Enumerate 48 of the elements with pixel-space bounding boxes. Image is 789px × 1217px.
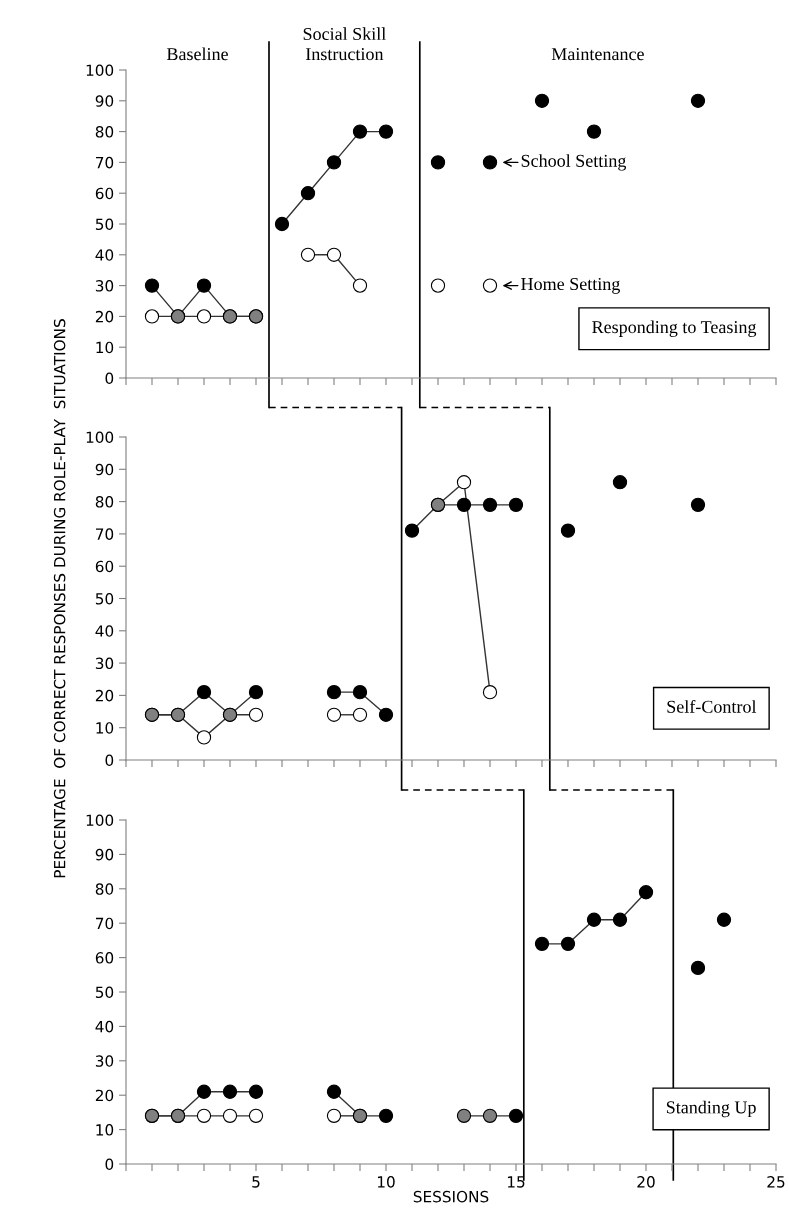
y-tick-label: 90	[95, 463, 114, 476]
text: Standing Up	[666, 1100, 756, 1118]
y-tick-label: 50	[95, 986, 114, 999]
x-tick-label: 15	[507, 1176, 525, 1188]
y-tick-label: 90	[95, 95, 114, 107]
y-tick-label: 40	[95, 249, 114, 261]
y-tick-label: 70	[96, 917, 114, 930]
y-tick-label: 100	[86, 431, 114, 444]
y-tick-label: 40	[95, 1020, 114, 1033]
y-tick-label: 60	[95, 952, 114, 964]
y-tick-label: 80	[95, 883, 114, 895]
y-tick-label: 20	[95, 689, 114, 702]
y-tick-label: 80	[95, 496, 114, 508]
text: Social Skill Instruction	[303, 27, 386, 61]
y-tick-label: 40	[95, 625, 114, 637]
y-tick-label: 90	[95, 848, 114, 861]
annotation: Home Setting	[521, 277, 621, 294]
y-tick-label: 30	[95, 657, 114, 670]
y-tick-label: 30	[95, 1055, 114, 1067]
y-tick-label: 0	[105, 372, 114, 385]
y-tick-label: 0	[105, 1158, 114, 1171]
annotation: School Setting	[521, 154, 627, 171]
y-axis-title: PERCENTAGE OF CORRECT RESPONSES DURING ROLE-PLAY SITUATIONS	[53, 319, 66, 878]
y-tick-label: 70	[96, 528, 114, 540]
text: Self-Control	[667, 699, 757, 713]
y-tick-label: 100	[86, 814, 114, 827]
y-tick-label: 70	[96, 156, 114, 169]
x-tick-label: 25	[767, 1176, 785, 1188]
text: Responding to Teasing	[592, 320, 757, 337]
y-tick-label: 10	[96, 1124, 114, 1136]
y-tick-label: 20	[95, 1089, 114, 1102]
x-tick-label: 10	[377, 1176, 395, 1188]
x-tick-label: 20	[637, 1176, 655, 1188]
y-tick-label: 50	[95, 592, 114, 605]
text: Baseline	[166, 47, 228, 61]
y-tick-label: 50	[95, 218, 114, 231]
y-tick-label: 80	[95, 126, 114, 138]
y-tick-label: 10	[96, 341, 114, 354]
x-tick-label: 5	[252, 1176, 260, 1188]
y-tick-label: 0	[105, 754, 114, 767]
y-tick-label: 10	[96, 722, 114, 734]
y-tick-label: 30	[95, 280, 114, 292]
y-tick-label: 60	[95, 187, 114, 200]
x-axis-title: SESSIONS	[413, 1190, 489, 1203]
y-tick-label: 100	[86, 64, 114, 77]
text: Maintenance	[551, 48, 644, 61]
y-tick-label: 60	[95, 560, 114, 573]
y-tick-label: 20	[95, 310, 114, 323]
